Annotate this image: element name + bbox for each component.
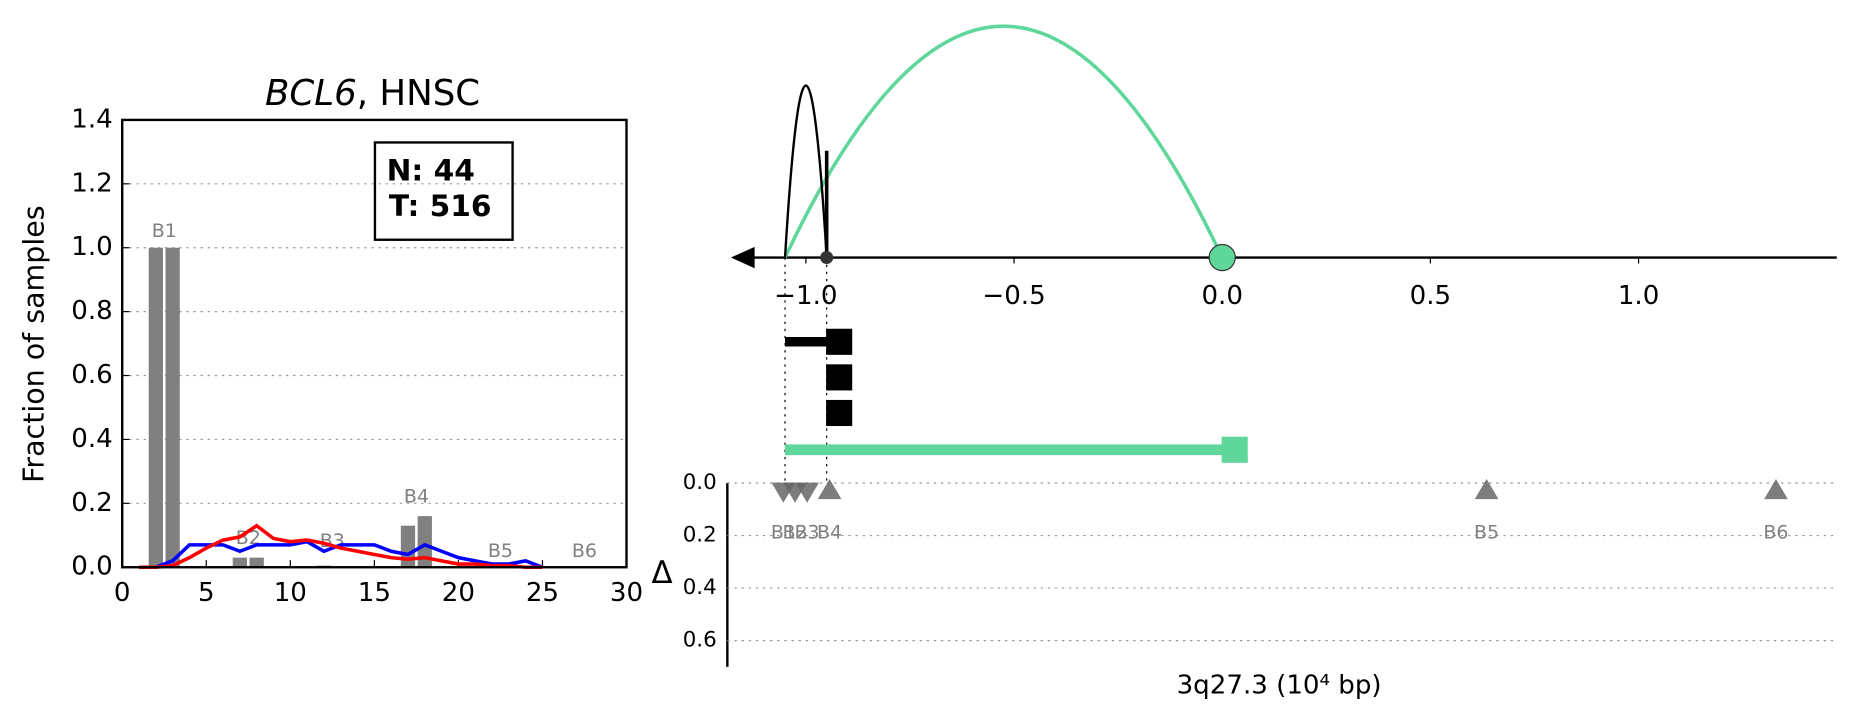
segment-end [826,399,853,427]
y-tick-label: 1.0 [71,232,113,262]
y-axis-label: Δ [652,555,673,591]
annotation-box [373,141,514,241]
line-series [139,523,543,570]
title-cohort: , HNSC [357,73,480,114]
node [820,251,834,265]
bar [232,557,248,568]
plot-frame [121,118,628,569]
line-series [155,539,544,569]
x-tick-label: 0.0 [1201,281,1243,311]
y-tick-label: 1.4 [71,104,113,134]
bar [165,247,180,568]
x-tick-label: 10 [274,578,307,608]
x-tick-label: −1.0 [774,281,837,311]
y-tick-label: 0.0 [683,470,717,495]
annotation: N: 44 [387,153,475,188]
y-tick-label: 0.8 [71,296,113,326]
x-tick-label: 0 [114,578,131,608]
bar-label: B2 [236,527,261,549]
breakpoint-marker [1474,479,1499,500]
breakpoint-marker [817,479,842,500]
breakpoint-marker [795,482,819,503]
x-tick-label: −0.5 [982,281,1045,311]
segment-end [1221,436,1248,463]
breakpoint-label: B1 [771,521,796,543]
breakpoint-label: B5 [1474,521,1499,543]
arc [783,24,1224,259]
y-tick-label: 0.4 [683,575,717,600]
x-tick-label: 5 [198,578,215,608]
x-tick-label: 25 [526,578,559,608]
y-tick-label: 0.0 [71,552,113,582]
bar [417,516,432,568]
x-tick-label: 1.0 [1618,281,1660,311]
y-tick-label: 0.6 [71,360,113,390]
chart-title: BCL6, HNSC [265,73,480,114]
x-tick-label: 20 [442,578,475,608]
bar-label: B6 [572,540,597,562]
y-tick-label: 0.2 [71,488,113,518]
annotation: T: 516 [389,188,492,223]
y-tick-label: 0.4 [71,424,113,454]
bar-label: B5 [488,540,513,562]
bar [400,525,416,568]
breakpoint-label: B4 [817,521,842,543]
axis-arrow [730,246,755,269]
x-tick-label: 0.5 [1410,281,1452,311]
y-tick-label: 1.2 [71,168,113,198]
breakpoint-label: B2 [782,521,807,543]
y-tick-label: 0.6 [683,628,717,653]
breakpoint-marker [1764,479,1788,500]
y-axis-label: Fraction of samples [18,205,51,483]
segment-end [826,364,853,391]
x-tick-label: 30 [610,578,643,608]
breakpoint-label: B3 [795,521,820,543]
node [1208,243,1236,272]
x-axis-label: 3q27.3 (10⁴ bp) [1177,670,1382,700]
title-gene: BCL6 [265,73,357,114]
arc [783,84,828,258]
segment-end [826,328,853,355]
y-tick-label: 0.2 [683,523,717,548]
bar [148,247,163,568]
bar [249,557,264,568]
bar-label: B1 [152,220,177,242]
x-tick-label: 15 [358,578,391,608]
breakpoint-label: B6 [1763,521,1788,543]
bar-label: B4 [404,485,429,507]
